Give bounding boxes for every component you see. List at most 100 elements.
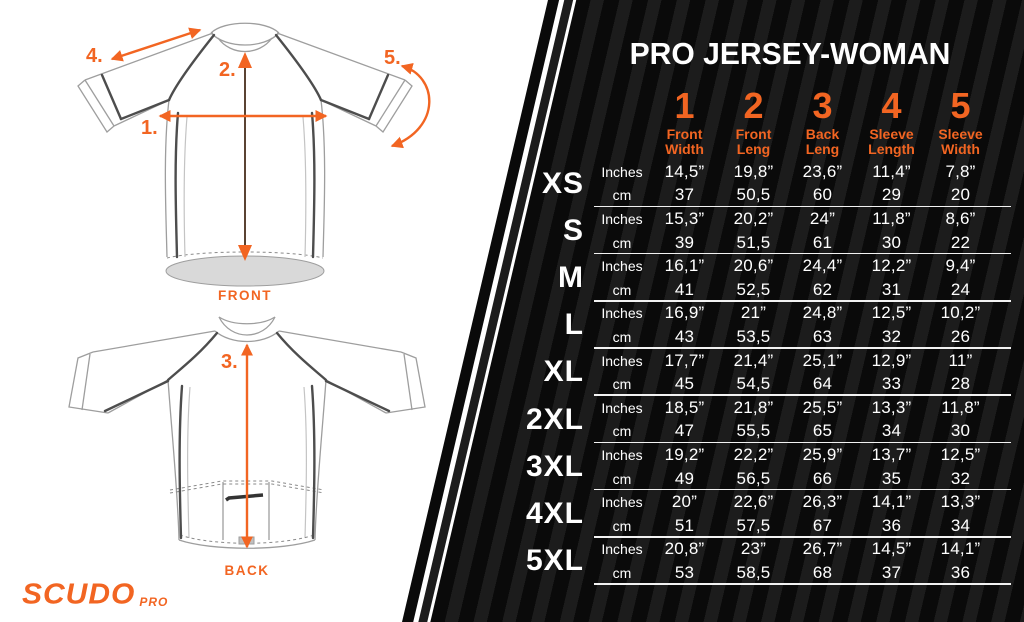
value-cm: 30 [881, 232, 902, 252]
unit-label-cm: cm [612, 517, 632, 534]
size-row: 3XL Inches 19,2” 22,2” 25,9” 13,7” 12,5”… [520, 443, 1011, 491]
value-cm: 32 [881, 326, 902, 346]
column-header-3: 3 Back Leng [788, 88, 857, 157]
unit-label-inches: Inches [601, 305, 643, 322]
unit-label-cm: cm [612, 281, 632, 298]
value-cm: 52,5 [736, 279, 771, 299]
size-table: XS Inches 14,5” 19,8” 23,6” 11,4” 7,8” c… [520, 160, 1011, 585]
value-cm: 26 [950, 326, 971, 346]
value-cm: 62 [812, 279, 833, 299]
value-cm: 51 [674, 515, 695, 535]
value-inches: 17,7” [664, 350, 705, 370]
value-cm: 50,5 [736, 185, 771, 205]
value-inches: 13,3” [871, 397, 912, 417]
value-inches: 10,2” [940, 303, 981, 323]
size-row: S Inches 15,3” 20,2” 24” 11,8” 8,6” cm 3… [520, 207, 1011, 255]
size-row: M Inches 16,1” 20,6” 24,4” 12,2” 9,4” cm… [520, 254, 1011, 302]
measurement-columns-header: 1 Front Width 2 Front Leng 3 Back Leng 4… [650, 88, 995, 157]
value-cm: 58,5 [736, 562, 771, 582]
column-label: Front Leng [735, 126, 772, 157]
value-cm: 34 [881, 421, 902, 441]
column-header-1: 1 Front Width [650, 88, 719, 157]
value-cm: 65 [812, 421, 833, 441]
value-cm: 35 [881, 468, 902, 488]
size-row: L Inches 16,9” 21” 24,8” 12,5” 10,2” cm … [520, 302, 1011, 349]
back-view-label: BACK [224, 563, 270, 578]
value-inches: 12,5” [940, 444, 981, 464]
measure-arrow-4 [110, 27, 202, 62]
column-header-5: 5 Sleeve Width [926, 88, 995, 157]
value-inches: 14,1” [871, 492, 912, 512]
brand-logo-suffix: PRO [139, 595, 169, 609]
unit-label-inches: Inches [601, 541, 643, 558]
value-inches: 14,5” [871, 539, 912, 559]
measure-arrows-front [110, 27, 431, 261]
value-cm: 56,5 [736, 468, 771, 488]
size-row: XL Inches 17,7” 21,4” 25,1” 12,9” 11” cm… [520, 349, 1011, 397]
unit-label-cm: cm [612, 564, 632, 581]
value-inches: 13,7” [871, 444, 912, 464]
column-number: 1 [674, 85, 695, 126]
value-inches: 11,8” [941, 397, 980, 417]
value-inches: 25,1” [802, 350, 843, 370]
value-cm: 22 [950, 232, 971, 252]
value-inches: 20,2” [733, 208, 774, 228]
value-inches: 13,3” [940, 492, 981, 512]
size-label: 4XL [525, 496, 584, 530]
value-cm: 49 [674, 468, 695, 488]
value-cm: 45 [674, 374, 695, 394]
column-header-2: 2 Front Leng [719, 88, 788, 157]
jersey-measurement-diagram [68, 22, 431, 549]
unit-label-inches: Inches [601, 258, 643, 275]
value-inches: 12,2” [871, 256, 912, 276]
value-inches: 24” [809, 208, 836, 228]
value-inches: 12,9” [871, 350, 912, 370]
value-cm: 60 [812, 185, 833, 205]
unit-label-inches: Inches [601, 163, 643, 180]
column-label: Sleeve Width [938, 126, 983, 157]
value-cm: 63 [812, 326, 833, 346]
unit-label-cm: cm [612, 376, 632, 393]
unit-label-inches: Inches [601, 399, 643, 416]
value-inches: 22,2” [733, 444, 774, 464]
unit-label-inches: Inches [601, 494, 643, 511]
value-inches: 19,8” [733, 161, 774, 181]
value-inches: 26,3” [802, 492, 843, 512]
value-cm: 31 [881, 279, 902, 299]
column-number: 3 [812, 85, 833, 126]
value-cm: 34 [950, 515, 971, 535]
size-row: 2XL Inches 18,5” 21,8” 25,5” 13,3” 11,8”… [520, 396, 1011, 444]
measure-label-5: 5. [384, 47, 401, 69]
value-inches: 21,8” [733, 397, 774, 417]
brand-logo: SCUDO PRO [22, 580, 168, 610]
column-label: Sleeve Length [868, 126, 915, 157]
value-cm: 51,5 [736, 232, 771, 252]
front-view-label: FRONT [218, 288, 272, 303]
value-cm: 47 [674, 421, 695, 441]
column-number: 2 [743, 85, 764, 126]
value-inches: 24,8” [802, 303, 843, 323]
value-cm: 20 [950, 185, 971, 205]
value-cm: 33 [881, 374, 902, 394]
unit-label-cm: cm [612, 470, 632, 487]
value-inches: 8,6” [945, 208, 976, 228]
value-inches: 16,1” [664, 256, 705, 276]
column-number: 4 [881, 85, 902, 126]
size-row: 4XL Inches 20” 22,6” 26,3” 14,1” 13,3” c… [520, 490, 1011, 538]
chart-title: PRO JERSEY-WOMAN [629, 36, 951, 71]
value-cm: 53 [674, 562, 695, 582]
value-inches: 9,4” [945, 256, 976, 276]
value-cm: 68 [812, 562, 833, 582]
column-header-4: 4 Sleeve Length [857, 88, 926, 157]
measure-label-4: 4. [86, 45, 103, 67]
size-label: L [564, 308, 584, 342]
value-cm: 61 [812, 232, 833, 252]
size-label: XS [541, 166, 584, 200]
column-label: Front Width [665, 126, 704, 157]
value-inches: 20” [671, 492, 698, 512]
size-row: XS Inches 14,5” 19,8” 23,6” 11,4” 7,8” c… [520, 160, 1011, 208]
value-cm: 43 [674, 326, 695, 346]
size-label: 2XL [525, 402, 584, 436]
value-cm: 36 [950, 562, 971, 582]
